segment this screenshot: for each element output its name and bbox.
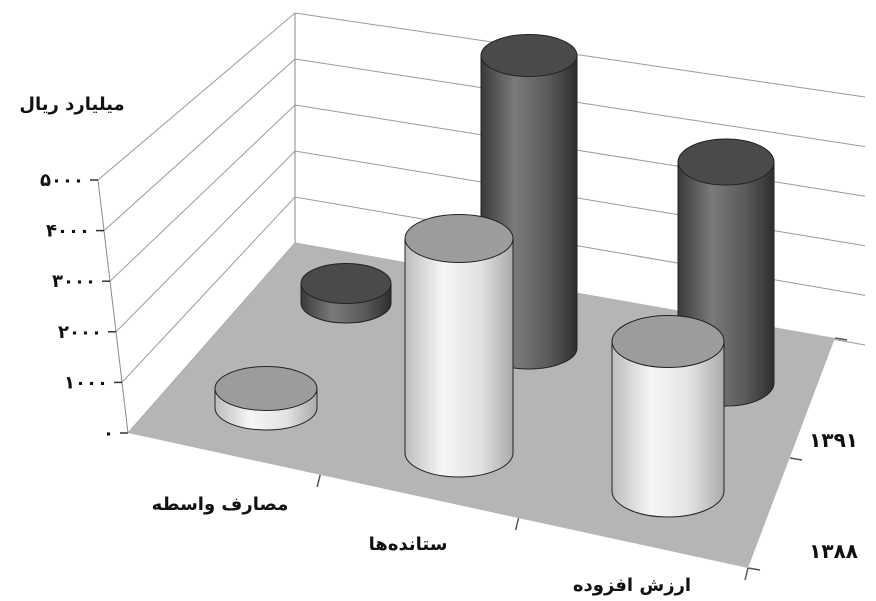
series-label-1: ۱۳۸۸ — [809, 539, 858, 563]
y-tick-label: ۵۰۰۰ — [40, 170, 84, 191]
bar-0-0 — [300, 263, 392, 324]
chart-walls — [97, 12, 866, 581]
cylinder-top — [480, 34, 578, 77]
x-tick — [316, 474, 321, 488]
cylinder-body — [404, 238, 514, 478]
bars — [214, 34, 775, 518]
y-tick-label: ۲۰۰۰ — [58, 322, 102, 343]
y-axis: ۰ ۱۰۰۰ ۲۰۰۰ ۳۰۰۰ ۴۰۰۰ ۵۰۰۰ — [40, 170, 128, 444]
bar-1-0 — [214, 366, 318, 431]
depth-tick — [747, 567, 761, 571]
y-tick-label: ۱۰۰۰ — [64, 372, 108, 393]
cylinder-top — [611, 315, 725, 368]
bar-1-2 — [611, 315, 725, 518]
y-tick-label: ۳۰۰۰ — [52, 271, 96, 292]
x-tick — [744, 567, 749, 581]
category-label-0: مصارف واسطه — [152, 494, 289, 515]
series-label-0: ۱۳۹۱ — [809, 428, 858, 452]
cylinder-top — [404, 214, 514, 263]
y-axis-line — [97, 179, 129, 434]
x-tick — [514, 517, 520, 531]
depth-tick — [834, 337, 848, 341]
cylinder-top — [677, 138, 775, 186]
category-label-2: ارزش افزوده — [573, 575, 691, 596]
y-tick-label: ۴۰۰۰ — [46, 221, 90, 242]
cylinder-top — [214, 366, 318, 411]
depth-tick — [789, 457, 803, 461]
category-label-1: ستانده‌ها — [369, 534, 448, 555]
cylinder-top — [300, 263, 392, 304]
y-tick-label: ۰ — [103, 423, 114, 444]
y-axis-title: میلیارد ریال — [19, 94, 124, 115]
cylinder-body — [611, 341, 725, 518]
bar-1-1 — [404, 214, 514, 478]
